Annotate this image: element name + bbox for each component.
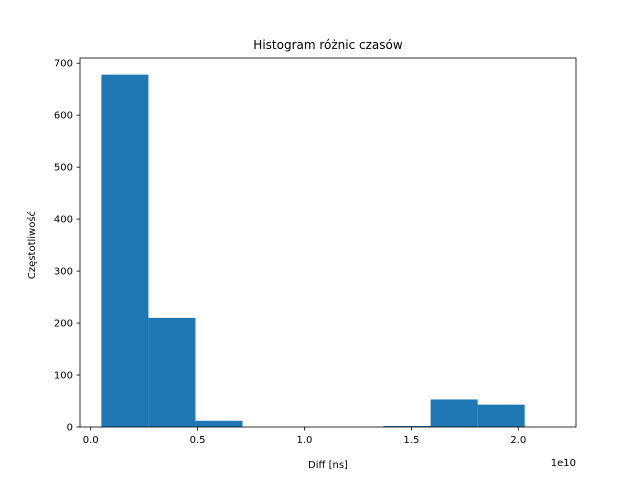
- histogram-bar: [101, 74, 149, 428]
- histogram-bar: [430, 399, 478, 427]
- histogram-bar: [195, 420, 243, 427]
- y-tick-label: 0: [67, 423, 73, 434]
- y-tick-label: 300: [54, 267, 73, 278]
- x-axis-label: Diff [ns]: [308, 460, 348, 471]
- y-tick-label: 700: [54, 59, 73, 70]
- x-axis-ticks: 0.0 0.5 1.0 1.5 2.0: [83, 427, 526, 446]
- x-tick-label: 1.0: [297, 435, 313, 446]
- y-axis-label: Częstotliwość: [26, 211, 38, 279]
- chart-title: Histogram różnic czasów: [253, 38, 403, 52]
- histogram-bar: [383, 425, 431, 427]
- bars-group: [101, 74, 525, 428]
- x-tick-label: 1.5: [403, 435, 419, 446]
- x-tick-label: 0.5: [190, 435, 206, 446]
- x-axis-offset-label: 1e10: [551, 458, 576, 469]
- y-tick-label: 100: [54, 371, 73, 382]
- x-tick-label: 0.0: [83, 435, 99, 446]
- x-tick-label: 2.0: [510, 435, 526, 446]
- histogram-bar: [148, 317, 196, 427]
- y-axis-ticks: 0 100 200 300 400 500 600 700: [54, 59, 80, 434]
- y-tick-label: 400: [54, 215, 73, 226]
- histogram-bar: [477, 404, 525, 427]
- plot-frame: [79, 57, 577, 428]
- y-tick-label: 500: [54, 163, 73, 174]
- y-tick-label: 600: [54, 111, 73, 122]
- y-tick-label: 200: [54, 319, 73, 330]
